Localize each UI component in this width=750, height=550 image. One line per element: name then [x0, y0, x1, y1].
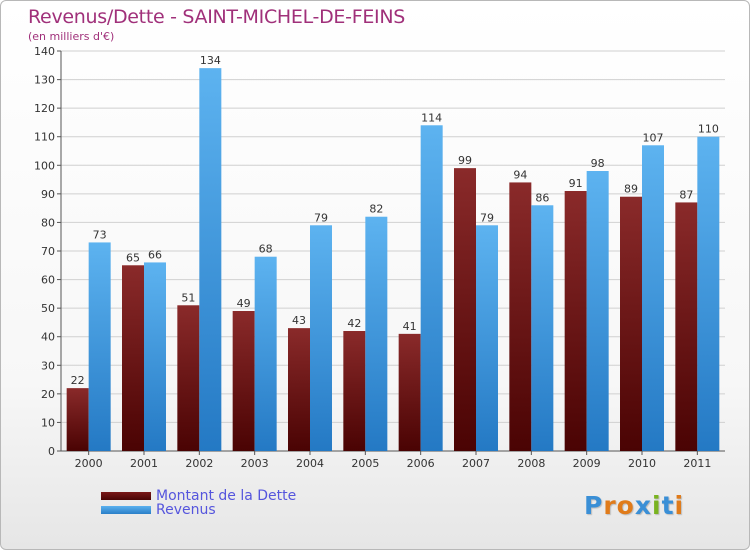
y-tick-label: 10 — [41, 416, 55, 429]
data-label-revenus: 79 — [480, 211, 494, 224]
data-label-dette: 91 — [569, 177, 583, 190]
bar-revenus — [476, 225, 498, 451]
x-tick-label: 2011 — [683, 457, 711, 470]
bar-revenus — [697, 136, 720, 451]
bar-revenus — [199, 68, 222, 452]
data-label-dette: 51 — [181, 291, 195, 304]
legend-swatch-revenus — [101, 506, 151, 514]
data-label-dette: 99 — [458, 154, 472, 167]
bar-revenus — [88, 242, 111, 451]
bar-revenus — [144, 262, 166, 451]
chart-subtitle: (en milliers d'€) — [28, 30, 115, 43]
x-tick-label: 2000 — [75, 457, 103, 470]
data-label-dette: 43 — [292, 314, 306, 327]
y-tick-label: 140 — [34, 45, 55, 58]
y-tick-label: 70 — [41, 245, 55, 258]
data-label-revenus: 73 — [93, 228, 107, 241]
y-tick-label: 120 — [34, 102, 55, 115]
data-label-revenus: 68 — [259, 243, 273, 256]
y-tick-label: 0 — [48, 445, 55, 458]
legend-label-dette: Montant de la Dette — [156, 488, 297, 504]
data-label-dette: 41 — [403, 320, 417, 333]
bar-dette — [343, 331, 366, 451]
x-tick-label: 2010 — [628, 457, 656, 470]
data-label-revenus: 114 — [421, 111, 442, 124]
logo-letter: i — [652, 491, 662, 520]
x-tick-label: 2009 — [573, 457, 601, 470]
y-tick-label: 130 — [34, 74, 55, 87]
data-label-revenus: 82 — [369, 203, 383, 216]
bar-revenus — [586, 171, 609, 451]
data-label-dette: 94 — [513, 168, 527, 181]
data-label-dette: 89 — [624, 183, 638, 196]
y-tick-label: 40 — [41, 331, 55, 344]
x-tick-label: 2002 — [185, 457, 213, 470]
data-label-dette: 87 — [679, 188, 693, 201]
data-label-dette: 42 — [347, 317, 361, 330]
y-tick-label: 20 — [41, 388, 55, 401]
bar-dette — [620, 196, 642, 451]
data-label-dette: 22 — [71, 374, 85, 387]
bar-revenus — [531, 205, 554, 451]
y-tick-label: 50 — [41, 302, 55, 315]
legend-item-revenus: Revenus — [101, 502, 216, 518]
x-tick-label: 2004 — [296, 457, 324, 470]
logo-letter: r — [603, 491, 617, 520]
data-label-revenus: 107 — [643, 131, 664, 144]
data-label-revenus: 134 — [200, 54, 221, 67]
y-tick-label: 110 — [34, 131, 55, 144]
bar-dette — [66, 388, 89, 451]
data-label-revenus: 86 — [535, 191, 549, 204]
bar-dette — [288, 328, 310, 451]
bar-dette — [177, 305, 200, 451]
logo-letter: P — [584, 491, 604, 520]
chart-title: Revenus/Dette - SAINT-MICHEL-DE-FEINS — [28, 6, 406, 28]
logo-letter: o — [616, 491, 635, 520]
data-label-revenus: 66 — [148, 248, 162, 261]
data-label-revenus: 110 — [698, 123, 719, 136]
data-label-dette: 65 — [126, 251, 140, 264]
bar-dette — [122, 265, 144, 451]
bar-revenus — [420, 125, 443, 452]
logo-letter: x — [634, 491, 652, 520]
bar-dette — [509, 182, 532, 451]
bar-revenus — [365, 216, 388, 451]
proxiti-logo: Proxiti — [584, 491, 684, 520]
legend-label-revenus: Revenus — [156, 502, 216, 518]
x-tick-label: 2008 — [517, 457, 545, 470]
y-tick-label: 90 — [41, 188, 55, 201]
bar-dette — [232, 311, 255, 451]
x-tick-label: 2001 — [130, 457, 158, 470]
x-tick-label: 2006 — [407, 457, 435, 470]
x-tick-label: 2007 — [462, 457, 490, 470]
legend-swatch-dette — [101, 492, 151, 500]
logo-letter: t — [661, 491, 675, 520]
bar-dette — [564, 191, 587, 451]
bar-dette — [454, 168, 476, 451]
y-tick-label: 100 — [34, 159, 55, 172]
data-label-dette: 49 — [237, 297, 251, 310]
bar-dette — [398, 333, 421, 451]
bar-revenus — [310, 225, 332, 451]
bar-revenus — [642, 145, 664, 452]
x-tick-label: 2003 — [241, 457, 269, 470]
data-label-revenus: 98 — [591, 157, 605, 170]
bar-revenus — [254, 256, 277, 451]
legend-item-dette: Montant de la Dette — [101, 488, 297, 504]
y-tick-label: 60 — [41, 274, 55, 287]
data-label-revenus: 79 — [314, 211, 328, 224]
y-tick-label: 80 — [41, 216, 55, 229]
y-tick-label: 30 — [41, 359, 55, 372]
x-tick-label: 2005 — [351, 457, 379, 470]
logo-letter: i — [674, 491, 685, 520]
bar-dette — [675, 202, 698, 451]
